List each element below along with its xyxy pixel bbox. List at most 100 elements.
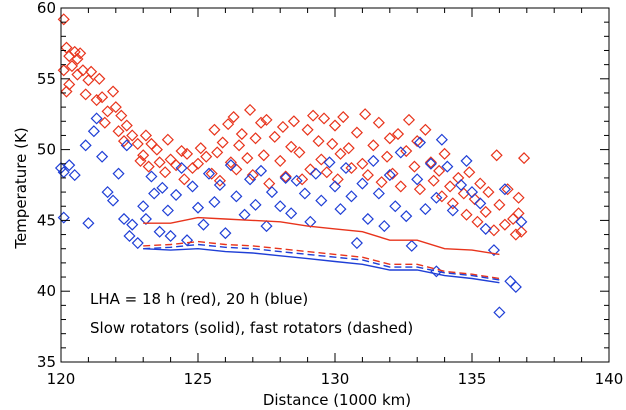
red-scatter-point	[57, 64, 70, 77]
red-scatter-point	[518, 152, 531, 165]
red-scatter-point	[164, 153, 177, 166]
blue-scatter-point	[120, 139, 133, 152]
red-scatter-point	[222, 118, 235, 131]
blue-scatter-point	[254, 164, 268, 177]
red-scatter-point	[216, 136, 229, 149]
red-scatter-point	[287, 115, 300, 128]
red-scatter-point	[411, 135, 424, 148]
red-scatter-point	[98, 116, 111, 129]
blue-scatter-point	[180, 234, 194, 247]
blue-scatter-point	[394, 146, 407, 159]
red-scatter-point	[150, 143, 163, 156]
blue-scatter-point	[498, 183, 511, 196]
blue-scatter-point	[389, 200, 402, 213]
blue-scatter-point	[441, 160, 454, 173]
red-scatter-point	[391, 127, 405, 141]
blue-scatter-point	[68, 169, 81, 182]
blue-scatter-point	[350, 237, 363, 250]
red-scatter-point	[419, 123, 432, 136]
red-scatter-point	[235, 127, 248, 141]
red-scatter-point	[334, 147, 347, 160]
red-scatter-point	[331, 173, 344, 186]
red-scatter-point	[205, 167, 218, 180]
y-tick-label: 50	[37, 141, 56, 159]
blue-scatter-point	[112, 167, 125, 180]
red-scatter-point	[498, 218, 511, 231]
red-scatter-point	[501, 183, 514, 196]
blue-scatter-point	[367, 154, 380, 167]
red-scatter-point	[356, 157, 369, 170]
blue-scatter-point	[186, 180, 199, 193]
red-scatter-point	[402, 113, 416, 126]
red-scatter-point	[254, 116, 268, 129]
blue-scatter-point	[123, 229, 136, 243]
blue-scatter-point	[265, 186, 279, 199]
blue-scatter-point	[339, 161, 353, 175]
y-tick-label: 40	[37, 282, 56, 300]
blue-scatter-point	[504, 275, 517, 288]
red-scatter-point	[375, 176, 388, 189]
red-scatter-point	[285, 140, 298, 153]
blue-scatter-point	[493, 306, 506, 319]
red-scatter-point	[224, 156, 237, 169]
blue-scatter-point	[419, 203, 432, 216]
annotations: LHA = 18 h (red), 20 h (blue) Slow rotat…	[90, 290, 413, 337]
red-scatter-point	[178, 173, 191, 186]
red-scatter-point	[452, 171, 465, 184]
red-scatter-point	[315, 153, 328, 166]
red-scatter-point	[268, 130, 281, 143]
red-scatter-point	[515, 225, 528, 238]
blue-scatter-point	[153, 225, 166, 238]
red-scatter-point	[246, 169, 259, 182]
red-scatter-point	[112, 125, 125, 138]
blue-scatter-point	[260, 220, 273, 233]
red-scatter-point	[307, 109, 320, 122]
red-scatter-point	[296, 173, 309, 186]
red-scatter-point	[490, 149, 503, 162]
blue-scatter-point	[474, 197, 487, 210]
red-scatter-point	[96, 91, 109, 104]
red-scatter-point	[126, 129, 139, 142]
red-scatter-point	[194, 142, 207, 155]
blue-scatter-point	[145, 170, 158, 183]
red-scatter-point	[186, 161, 199, 175]
red-scatter-series	[57, 13, 531, 241]
blue-scatter-point	[487, 244, 500, 257]
red-scatter-point	[342, 142, 355, 155]
blue-scatter-point	[170, 188, 183, 201]
red-scatter-point	[463, 166, 476, 179]
red-scatter-point	[337, 110, 350, 124]
red-scatter-point	[493, 198, 506, 211]
red-scatter-point	[227, 110, 240, 124]
blue-scatter-point	[202, 167, 216, 180]
axes: 120 125 130 135 140 35 40 45 50 55 60	[37, 0, 623, 388]
red-scatter-point	[257, 149, 270, 162]
red-scatter-point	[320, 166, 333, 179]
plot-area	[54, 13, 531, 319]
red-scatter-point	[208, 123, 221, 136]
y-tick-label: 55	[37, 70, 56, 88]
red-scatter-point	[159, 166, 172, 179]
plot-frame	[60, 7, 610, 363]
blue-scatter-point	[249, 198, 262, 211]
red-scatter-point	[175, 144, 188, 158]
red-scatter-point	[120, 119, 133, 132]
blue-scatter-series	[54, 112, 528, 319]
red-scatter-point	[512, 191, 525, 204]
red-scatter-point	[435, 190, 448, 203]
blue-scatter-point	[137, 200, 150, 213]
x-tick-label: 135	[458, 370, 487, 388]
blue-scatter-point	[323, 156, 336, 169]
red-scatter-point	[444, 180, 457, 193]
red-scatter-point	[109, 101, 122, 114]
red-scatter-point	[60, 85, 73, 98]
blue-scatter-point	[378, 220, 391, 233]
blue-scatter-point	[515, 215, 528, 228]
blue-scatter-point	[413, 136, 426, 149]
red-scatter-point	[350, 126, 363, 139]
red-scatter-point	[57, 13, 70, 26]
blue-scatter-point	[213, 178, 226, 192]
blue-scatter-point	[230, 190, 243, 203]
red-scatter-point	[74, 47, 87, 60]
